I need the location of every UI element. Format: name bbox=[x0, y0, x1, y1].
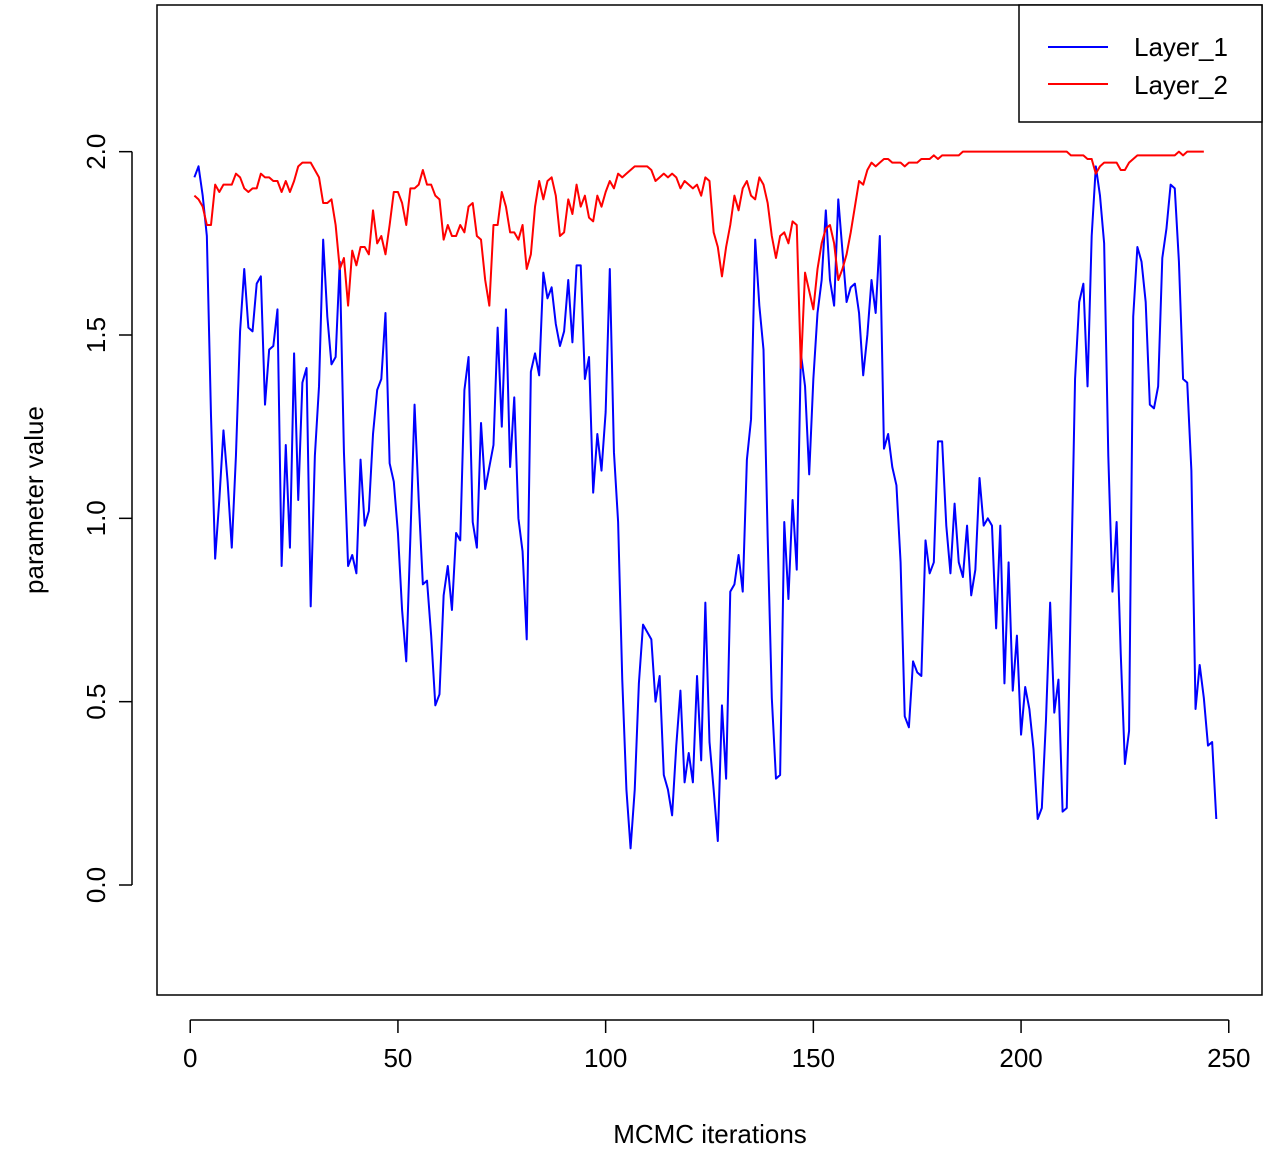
x-axis: 0 50 100 150 200 250 bbox=[183, 1019, 1250, 1073]
x-tick-label: 0 bbox=[183, 1043, 197, 1073]
legend-box bbox=[1018, 4, 1263, 123]
series-line-layer-2 bbox=[193, 150, 1204, 369]
y-tick-label: 0.5 bbox=[81, 684, 111, 720]
x-tick-label: 50 bbox=[383, 1043, 412, 1073]
y-tick-label: 1.0 bbox=[81, 500, 111, 536]
y-tick-label: 2.0 bbox=[81, 134, 111, 170]
x-tick-label: 100 bbox=[584, 1043, 627, 1073]
plot-frame bbox=[156, 4, 1263, 996]
y-axis-title: parameter value bbox=[19, 406, 49, 594]
y-tick-label: 1.5 bbox=[81, 317, 111, 353]
x-tick-label: 150 bbox=[792, 1043, 835, 1073]
y-axis: 0.0 0.5 1.0 1.5 2.0 bbox=[81, 134, 133, 903]
legend: Layer_1 Layer_2 bbox=[1018, 4, 1263, 123]
x-tick-label: 250 bbox=[1207, 1043, 1250, 1073]
series-line-layer-1 bbox=[193, 165, 1218, 850]
series-layer bbox=[193, 150, 1218, 850]
y-tick-label: 0.0 bbox=[81, 867, 111, 903]
x-tick-label: 200 bbox=[999, 1043, 1042, 1073]
x-axis-title: MCMC iterations bbox=[613, 1119, 807, 1149]
legend-label-layer-2: Layer_2 bbox=[1134, 70, 1228, 100]
legend-label-layer-1: Layer_1 bbox=[1134, 32, 1228, 62]
